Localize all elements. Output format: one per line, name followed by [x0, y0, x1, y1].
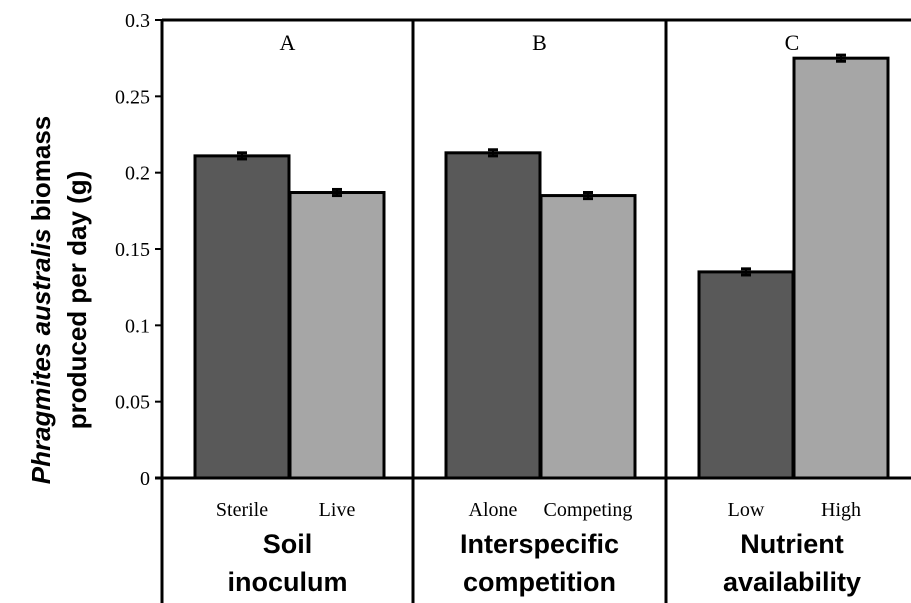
group-label: Nutrient — [740, 529, 844, 559]
y-tick-label: 0.15 — [115, 239, 150, 261]
y-tick-label: 0.1 — [125, 315, 150, 337]
group-label: competition — [463, 567, 616, 597]
bar-high — [792, 56, 890, 480]
bar-live — [288, 191, 386, 480]
category-label-high: High — [821, 499, 861, 521]
panel-label-b: B — [532, 30, 547, 55]
category-label-low: Low — [728, 499, 765, 521]
y-tick-label: 0.2 — [125, 163, 150, 185]
y-tick-label: 0.3 — [125, 10, 150, 32]
y-tick-label: 0.05 — [115, 392, 150, 414]
category-label-live: Live — [319, 499, 356, 521]
bar-sterile — [193, 154, 291, 480]
panel-label-c: C — [785, 30, 800, 55]
y-tick-label: 0 — [140, 468, 150, 490]
bar-alone — [444, 151, 542, 480]
group-label: Soil — [263, 529, 313, 559]
category-label-sterile: Sterile — [216, 499, 268, 521]
group-label: Interspecific — [460, 529, 619, 559]
group-label: availability — [723, 567, 861, 597]
category-label-alone: Alone — [469, 499, 518, 521]
y-axis-label: Phragmites australis biomass — [26, 116, 56, 485]
group-label: inoculum — [228, 567, 348, 597]
category-label-competing: Competing — [544, 499, 633, 521]
y-axis-label-line2: produced per day (g) — [62, 171, 92, 430]
bar-low — [697, 270, 795, 480]
bar-competing — [539, 194, 637, 480]
y-tick-label: 0.25 — [115, 86, 150, 108]
panel-label-a: A — [280, 30, 296, 55]
